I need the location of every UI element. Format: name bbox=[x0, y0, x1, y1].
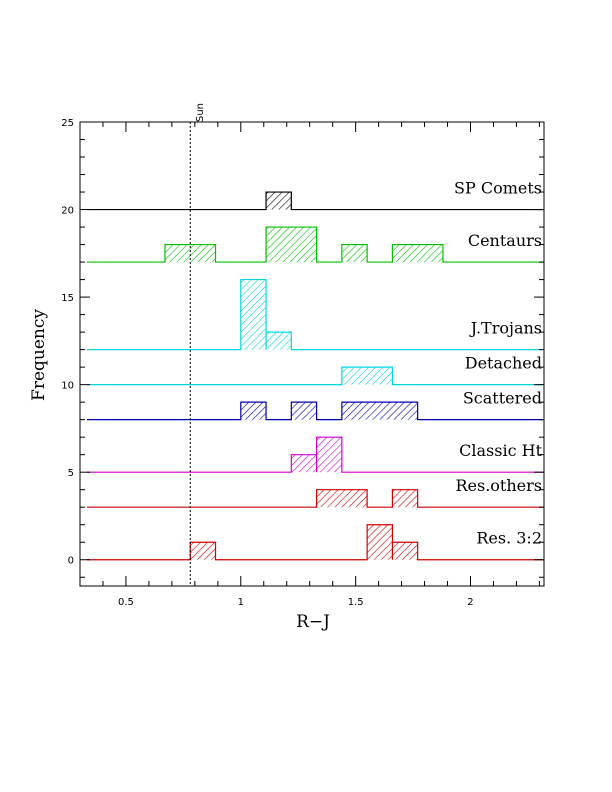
histogram-bar bbox=[341, 367, 393, 385]
series-outline bbox=[86, 366, 544, 386]
x-tick-label: 1 bbox=[238, 597, 244, 608]
histogram-bar bbox=[266, 192, 292, 210]
plot-frame bbox=[79, 121, 545, 587]
series-7: Res. 3:2 bbox=[86, 524, 544, 561]
y-tick-label: 15 bbox=[61, 293, 74, 304]
histogram-bar bbox=[316, 437, 342, 473]
sun-label: Sun bbox=[195, 103, 206, 122]
x-tick-label: 2 bbox=[467, 597, 473, 608]
series-layer: SP Comets Centaurs J.Trojans Detached Scatte… bbox=[86, 179, 544, 561]
x-tick-label: 0.5 bbox=[118, 597, 134, 608]
series-outline bbox=[86, 278, 544, 351]
histogram-bar bbox=[240, 279, 267, 350]
series-5: Classic Ht bbox=[86, 436, 544, 473]
series-3: Detached bbox=[86, 354, 544, 386]
y-tick-label: 10 bbox=[61, 381, 74, 392]
series-label: Detached bbox=[465, 354, 542, 373]
histogram-bar bbox=[266, 227, 317, 263]
series-label: Classic Ht bbox=[459, 441, 542, 460]
histogram-bar bbox=[392, 244, 443, 263]
histogram-bar bbox=[341, 402, 418, 420]
series-label: SP Comets bbox=[454, 179, 542, 198]
series-label: Res.others bbox=[455, 476, 542, 495]
histogram-bar bbox=[240, 402, 267, 420]
histogram-bar bbox=[392, 542, 418, 560]
histogram-bar bbox=[190, 542, 216, 560]
histogram-bar bbox=[341, 244, 368, 263]
series-2: J.Trojans bbox=[86, 278, 544, 351]
y-tick-label: 25 bbox=[61, 118, 74, 129]
histogram-bar bbox=[291, 402, 317, 420]
y-axis-title: Frequency bbox=[29, 309, 49, 401]
x-axis-title: R−J bbox=[296, 612, 330, 632]
histogram-bar bbox=[367, 524, 393, 560]
series-label: J.Trojans bbox=[469, 319, 542, 338]
histogram-bar bbox=[266, 332, 292, 350]
series-label: Centaurs bbox=[468, 231, 542, 250]
y-tick-label: 20 bbox=[61, 206, 74, 217]
histogram-bar bbox=[164, 244, 216, 263]
y-tick-label: 5 bbox=[68, 468, 74, 479]
series-0: SP Comets bbox=[86, 179, 544, 211]
series-outline bbox=[86, 401, 544, 421]
y-tick-label: 0 bbox=[68, 556, 74, 567]
series-4: Scattered bbox=[86, 389, 544, 421]
series-outline bbox=[86, 191, 544, 211]
histogram-bar bbox=[392, 489, 418, 508]
series-6: Res.others bbox=[86, 476, 544, 508]
histogram-bar bbox=[291, 454, 317, 473]
histogram-bar bbox=[316, 489, 368, 508]
series-outline bbox=[86, 226, 544, 263]
series-label: Res. 3:2 bbox=[476, 529, 542, 548]
series-label: Scattered bbox=[463, 389, 542, 408]
series-outline bbox=[86, 489, 544, 508]
series-1: Centaurs bbox=[86, 226, 544, 263]
x-tick-label: 1.5 bbox=[348, 597, 364, 608]
